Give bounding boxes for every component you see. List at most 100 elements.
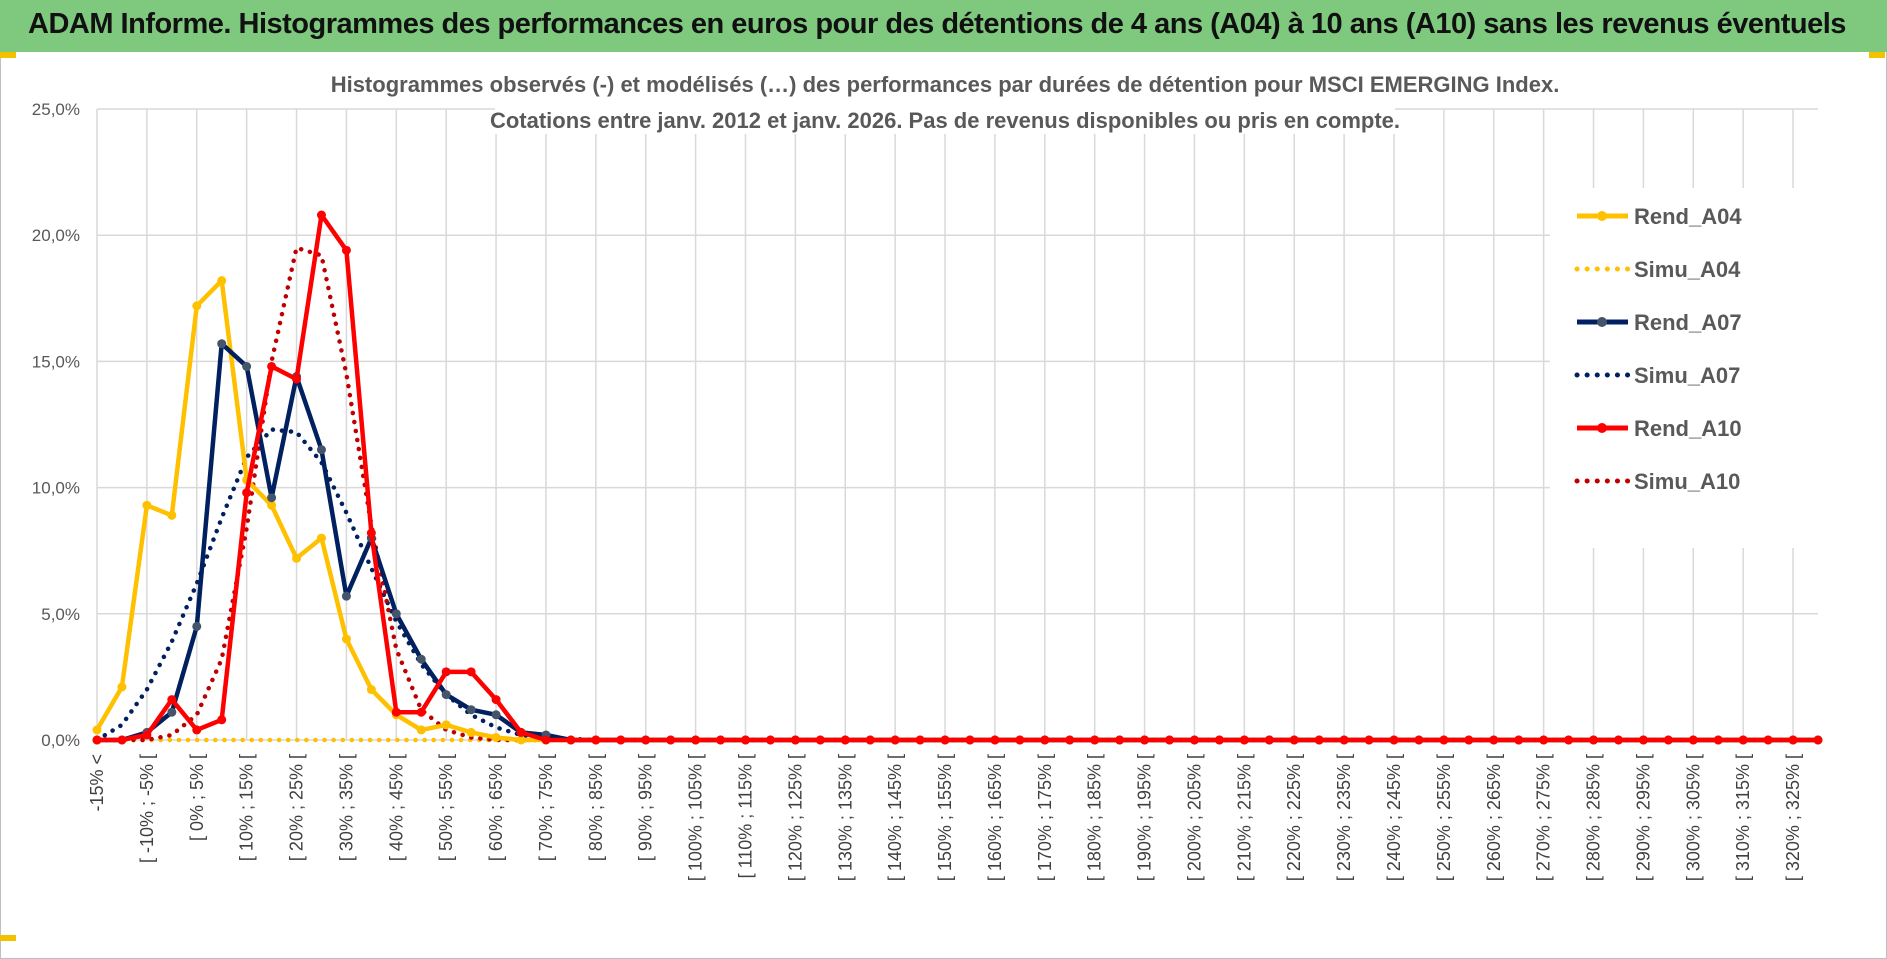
data-point <box>217 339 227 349</box>
x-tick-label: -15% < <box>87 754 107 812</box>
legend-item-Simu_A10: Simu_A10 <box>1574 469 1740 494</box>
data-point <box>117 735 127 745</box>
data-point <box>416 725 426 735</box>
series-Rend_A10 <box>92 210 1823 745</box>
data-point <box>1389 735 1399 745</box>
x-tick-label: [ 170% ; 175% [ <box>1035 754 1055 881</box>
x-tick-label: [ 90% ; 95% [ <box>636 754 656 861</box>
series-line-Simu_A07 <box>94 427 1821 743</box>
data-point <box>616 735 626 745</box>
data-point <box>192 301 202 311</box>
data-point <box>217 276 227 286</box>
data-point <box>1239 735 1249 745</box>
x-tick-label: [ -10% ; -5% [ <box>137 754 157 863</box>
data-point <box>691 735 701 745</box>
data-point <box>366 685 376 695</box>
legend-marker <box>1597 317 1607 327</box>
data-point <box>1613 735 1623 745</box>
data-point <box>142 730 152 740</box>
x-tick-label: [ 0% ; 5% [ <box>187 754 207 841</box>
x-tick-label: [ 210% ; 215% [ <box>1234 754 1254 881</box>
data-point <box>366 528 376 538</box>
data-point <box>491 695 501 705</box>
legend-item-Rend_A04: Rend_A04 <box>1577 204 1742 229</box>
x-tick-label: [ 300% ; 305% [ <box>1683 754 1703 881</box>
data-point <box>1140 735 1150 745</box>
data-point <box>267 361 277 371</box>
data-point <box>117 682 127 692</box>
x-tick-label: [ 160% ; 165% [ <box>985 754 1005 881</box>
series-line-Rend_A10 <box>97 212 1818 743</box>
data-point <box>192 621 202 631</box>
data-point <box>516 735 526 745</box>
x-tick-label: [ 80% ; 85% [ <box>586 754 606 861</box>
legend-marker <box>1597 423 1607 433</box>
data-point <box>915 735 925 745</box>
x-tick-label: [ 130% ; 135% [ <box>835 754 855 881</box>
data-point <box>765 735 775 745</box>
data-point <box>142 500 152 510</box>
x-tick-label: [ 100% ; 105% [ <box>686 754 706 881</box>
data-point <box>716 735 726 745</box>
x-tick-label: [ 190% ; 195% [ <box>1135 754 1155 881</box>
legend-item-Simu_A04: Simu_A04 <box>1574 257 1741 282</box>
data-point <box>391 707 401 717</box>
y-axis-ticks: 0,0% 5,0% 10,0% 15,0% 20,0% 25,0% <box>32 100 80 750</box>
chart-title: Histogrammes observés (-) et modélisés (… <box>331 72 1560 97</box>
data-point <box>1289 735 1299 745</box>
data-point <box>1539 735 1549 745</box>
data-point <box>1214 735 1224 745</box>
data-point <box>1065 735 1075 745</box>
legend-label: Simu_A10 <box>1634 469 1740 494</box>
data-point <box>666 735 676 745</box>
data-point <box>491 710 501 720</box>
y-tick-label: 25,0% <box>32 100 80 119</box>
data-point <box>466 727 476 737</box>
data-point <box>391 609 401 619</box>
legend-label: Simu_A04 <box>1634 257 1741 282</box>
data-point <box>1040 735 1050 745</box>
legend-label: Rend_A10 <box>1634 416 1742 441</box>
y-tick-label: 0,0% <box>41 731 80 750</box>
data-point <box>1489 735 1499 745</box>
x-tick-label: [ 250% ; 255% [ <box>1434 754 1454 881</box>
data-point <box>1738 735 1748 745</box>
data-point <box>1663 735 1673 745</box>
legend-label: Simu_A07 <box>1634 363 1740 388</box>
corner-mark-bl <box>0 935 16 941</box>
data-point <box>740 735 750 745</box>
data-point <box>466 667 476 677</box>
series-group <box>92 210 1823 745</box>
legend-item-Simu_A07: Simu_A07 <box>1574 363 1740 388</box>
legend-marker <box>1597 211 1607 221</box>
data-point <box>441 690 451 700</box>
x-tick-label: [ 270% ; 275% [ <box>1534 754 1554 881</box>
data-point <box>341 634 351 644</box>
legend-item-Rend_A10: Rend_A10 <box>1577 416 1742 441</box>
series-Simu_A07 <box>94 427 1821 743</box>
data-point <box>1688 735 1698 745</box>
legend-label: Rend_A07 <box>1634 310 1742 335</box>
data-point <box>267 493 277 503</box>
data-point <box>815 735 825 745</box>
data-point <box>940 735 950 745</box>
data-point <box>92 725 102 735</box>
data-point <box>341 591 351 601</box>
x-tick-label: [ 60% ; 65% [ <box>486 754 506 861</box>
data-point <box>566 735 576 745</box>
x-tick-label: [ 30% ; 35% [ <box>336 754 356 861</box>
legend-bg <box>1550 188 1820 548</box>
data-point <box>1713 735 1723 745</box>
data-point <box>1264 735 1274 745</box>
data-point <box>167 707 177 717</box>
corner-mark-tl <box>0 52 16 58</box>
data-point <box>1414 735 1424 745</box>
x-tick-label: [ 150% ; 155% [ <box>935 754 955 881</box>
x-tick-label: [ 320% ; 325% [ <box>1783 754 1803 881</box>
data-point <box>1589 735 1599 745</box>
data-point <box>1464 735 1474 745</box>
data-point <box>541 735 551 745</box>
data-point <box>292 374 302 384</box>
x-tick-label: [ 40% ; 45% [ <box>386 754 406 861</box>
data-point <box>790 735 800 745</box>
